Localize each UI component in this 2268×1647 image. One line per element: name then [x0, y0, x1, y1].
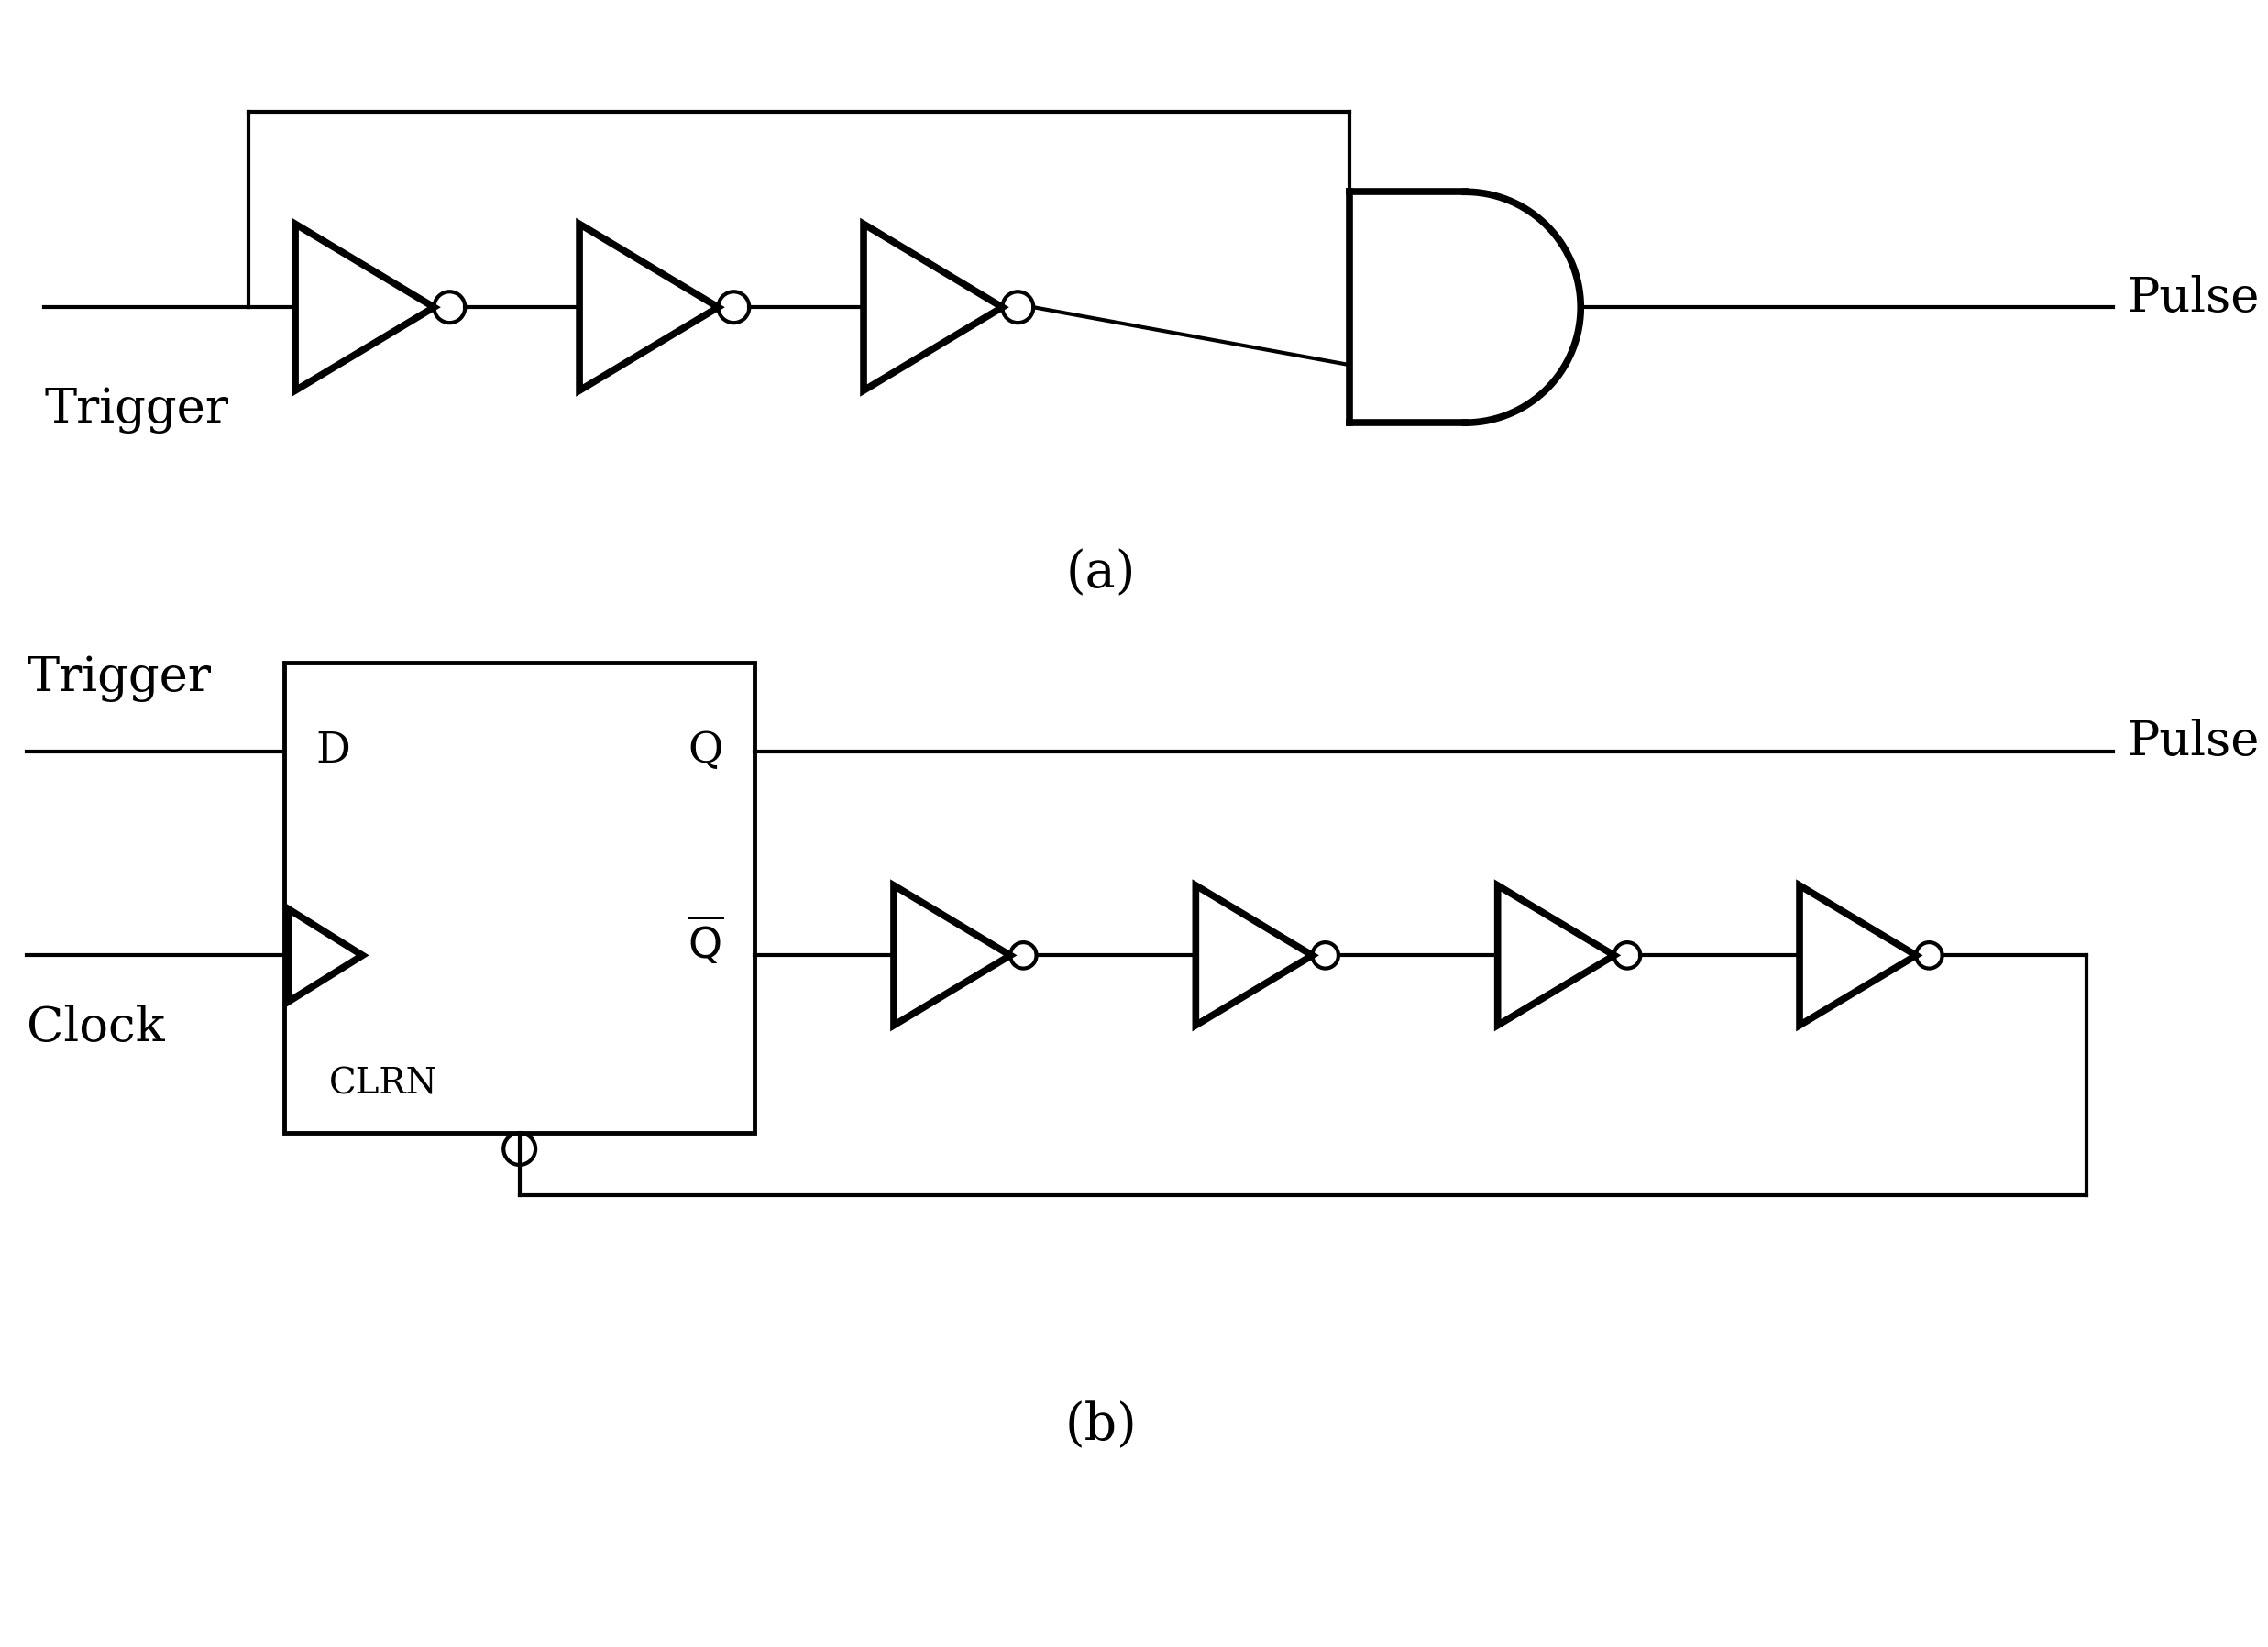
Bar	[284, 662, 755, 1133]
Text: Pulse: Pulse	[2127, 275, 2259, 321]
Text: Trigger: Trigger	[27, 656, 211, 702]
Text: D: D	[315, 730, 349, 772]
Text: Q: Q	[687, 730, 723, 772]
Text: (a): (a)	[1066, 548, 1136, 598]
Text: CLRN: CLRN	[329, 1067, 438, 1102]
Text: $\overline{\mathrm{Q}}$: $\overline{\mathrm{Q}}$	[687, 916, 723, 968]
Text: Trigger: Trigger	[45, 387, 229, 433]
Text: Clock: Clock	[27, 1005, 166, 1051]
Text: Pulse: Pulse	[2127, 718, 2259, 766]
Text: (b): (b)	[1066, 1402, 1136, 1451]
